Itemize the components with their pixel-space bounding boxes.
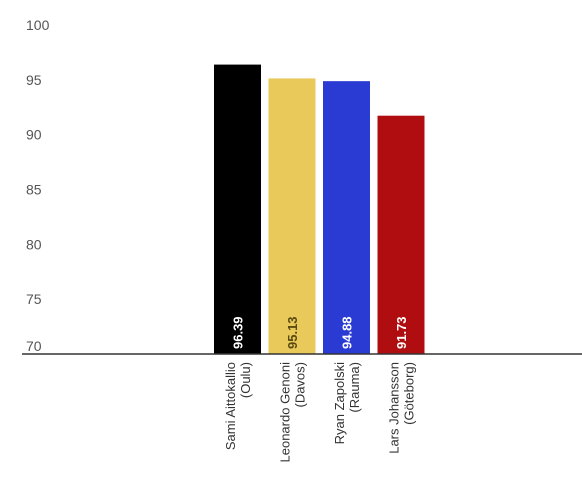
y-tick-label: 100 <box>26 17 50 33</box>
x-category-label: (Rauma) <box>347 362 362 413</box>
bars <box>214 64 425 355</box>
y-tick-label: 85 <box>26 182 42 198</box>
bar[interactable] <box>214 64 261 355</box>
y-tick-label: 95 <box>26 72 42 88</box>
x-category-label: (Davos) <box>293 362 308 408</box>
y-tick-label: 90 <box>26 127 42 143</box>
x-category-label: (Göteborg) <box>402 362 417 425</box>
bar-value-label: 94.88 <box>340 316 355 349</box>
bar[interactable] <box>323 81 370 355</box>
y-tick-label: 80 <box>26 236 42 252</box>
y-tick-label: 75 <box>26 291 42 307</box>
x-category-label: Leonardo Genoni <box>278 362 293 463</box>
bar[interactable] <box>377 115 425 354</box>
y-tick-label: 70 <box>26 338 42 354</box>
bar-value-label: 96.39 <box>231 316 246 349</box>
bar[interactable] <box>268 78 316 355</box>
x-category-label: Ryan Zapolski <box>332 362 347 444</box>
bar-value-label: 91.73 <box>394 316 409 349</box>
x-axis-categories: Sami Aittokallio (Oulu) Leonardo Genoni (Da… <box>223 362 417 463</box>
x-category-label: Sami Aittokallio <box>223 362 238 450</box>
value-labels: 96.39 95.13 94.88 91.73 <box>231 316 410 349</box>
x-category-label: Lars Johansson <box>387 362 402 454</box>
bar-value-label: 95.13 <box>285 316 300 349</box>
x-category-label: (Oulu) <box>238 362 253 398</box>
y-axis-ticks: 70 75 80 85 90 95 100 <box>26 17 50 354</box>
